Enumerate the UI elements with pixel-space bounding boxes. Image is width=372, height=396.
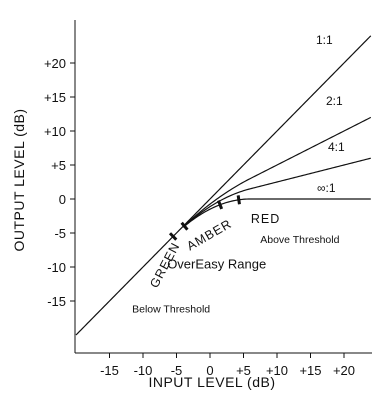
knee-marker [217, 199, 224, 210]
y-tick-label: +15 [44, 90, 66, 105]
x-tick-label: +15 [299, 363, 321, 378]
y-axis-title: OUTPUT LEVEL (dB) [11, 108, 27, 251]
region-label: Below Threshold [132, 304, 210, 316]
zone-label-amber: AMBER [184, 217, 234, 254]
knee-marker [180, 221, 189, 231]
x-tick-label: -10 [134, 363, 153, 378]
series-label-3: 4:1 [328, 140, 345, 154]
knee-markers [168, 195, 241, 241]
series-label-2: 2:1 [326, 94, 343, 108]
knee-marker [168, 232, 178, 241]
region-label: Above Threshold [260, 234, 339, 246]
region-label: OverEasy Range [167, 256, 266, 271]
y-tick-label: -15 [47, 294, 66, 309]
x-tick-label: +20 [333, 363, 355, 378]
axes: -15 -10 -5 0 +5 +10 +15 +20 -15 -10 -5 0 +5 +10 +15 +20 [44, 20, 372, 378]
x-tick-label: -15 [100, 363, 119, 378]
x-tick-label: +10 [266, 363, 288, 378]
y-tick-label: -10 [47, 260, 66, 275]
x-axis-title: INPUT LEVEL (dB) [148, 374, 275, 390]
knee-marker [236, 195, 241, 205]
y-tick-label: -5 [54, 226, 66, 241]
curves [75, 35, 372, 336]
series-label-1: 1:1 [316, 33, 333, 47]
zone-label-red: RED [251, 212, 280, 226]
series-line-3 [182, 157, 371, 228]
x-tick-label: 0 [206, 363, 213, 378]
y-tick-label: +5 [51, 158, 66, 173]
y-tick-label: +10 [44, 124, 66, 139]
series-line-2 [182, 116, 372, 228]
series-line-1 [75, 35, 372, 336]
series-label-4: ∞:1 [317, 181, 336, 195]
x-tick-label: +5 [236, 363, 251, 378]
y-tick-label: 0 [59, 192, 66, 207]
series-line-4 [182, 198, 371, 228]
x-tick-label: -5 [171, 363, 183, 378]
y-tick-label: +20 [44, 56, 66, 71]
